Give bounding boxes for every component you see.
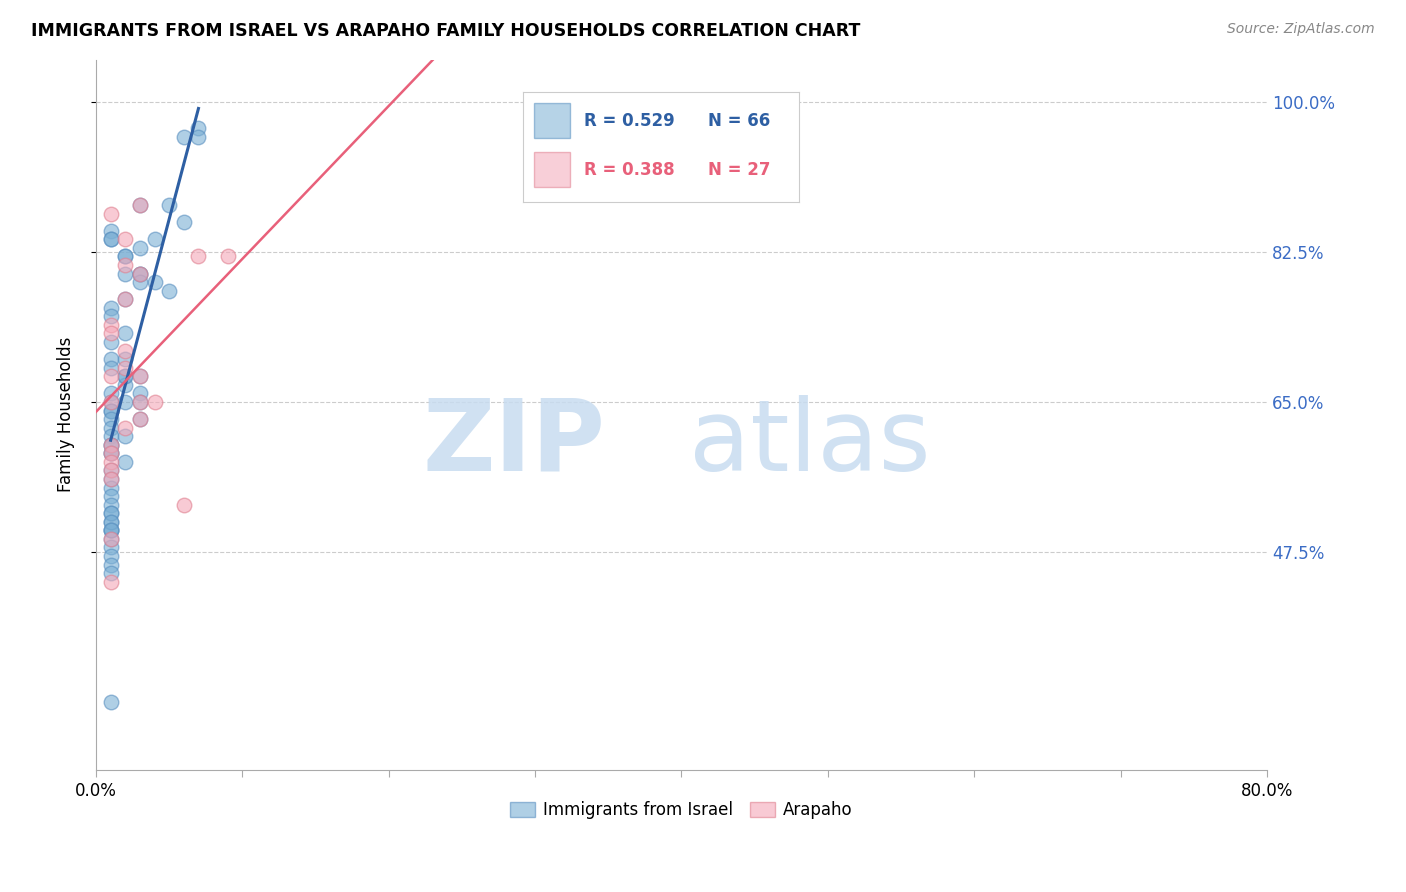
Point	[129, 369, 152, 384]
Point	[129, 198, 152, 212]
Point	[100, 541, 122, 555]
Point	[100, 574, 122, 589]
Point	[100, 506, 122, 520]
Point	[100, 694, 122, 708]
Point	[114, 292, 136, 306]
Point	[129, 275, 152, 289]
Point	[100, 395, 122, 409]
Point	[100, 386, 122, 401]
Point	[129, 241, 152, 255]
Point	[129, 267, 152, 281]
Point	[100, 207, 122, 221]
Point	[100, 481, 122, 495]
Point	[100, 360, 122, 375]
Point	[100, 326, 122, 341]
Point	[114, 267, 136, 281]
Point	[129, 412, 152, 426]
Point	[100, 463, 122, 477]
Point	[100, 395, 122, 409]
Point	[129, 395, 152, 409]
Point	[114, 343, 136, 358]
Point	[100, 446, 122, 460]
Point	[100, 334, 122, 349]
Point	[143, 275, 166, 289]
Point	[100, 438, 122, 452]
Point	[114, 258, 136, 272]
Point	[114, 250, 136, 264]
Point	[100, 472, 122, 486]
Legend: Immigrants from Israel, Arapaho: Immigrants from Israel, Arapaho	[503, 794, 859, 826]
Point	[100, 403, 122, 417]
Point	[129, 395, 152, 409]
Point	[100, 429, 122, 443]
Point	[143, 232, 166, 246]
Point	[100, 463, 122, 477]
Point	[100, 446, 122, 460]
Point	[100, 446, 122, 460]
Point	[100, 438, 122, 452]
Point	[100, 549, 122, 563]
Text: IMMIGRANTS FROM ISRAEL VS ARAPAHO FAMILY HOUSEHOLDS CORRELATION CHART: IMMIGRANTS FROM ISRAEL VS ARAPAHO FAMILY…	[31, 22, 860, 40]
Point	[100, 224, 122, 238]
Point	[114, 326, 136, 341]
Point	[100, 420, 122, 434]
Point	[143, 395, 166, 409]
Text: Source: ZipAtlas.com: Source: ZipAtlas.com	[1227, 22, 1375, 37]
Point	[100, 369, 122, 384]
Point	[100, 301, 122, 315]
Point	[114, 420, 136, 434]
Point	[100, 310, 122, 324]
Point	[173, 215, 195, 229]
Point	[129, 267, 152, 281]
Point	[100, 524, 122, 538]
Point	[114, 352, 136, 367]
Point	[100, 232, 122, 246]
Point	[173, 498, 195, 512]
Point	[114, 377, 136, 392]
Point	[100, 438, 122, 452]
Point	[100, 472, 122, 486]
Point	[114, 250, 136, 264]
Point	[129, 198, 152, 212]
Point	[100, 566, 122, 581]
Y-axis label: Family Households: Family Households	[58, 337, 75, 492]
Point	[100, 412, 122, 426]
Point	[129, 267, 152, 281]
Point	[100, 232, 122, 246]
Point	[129, 386, 152, 401]
Point	[129, 412, 152, 426]
Point	[173, 129, 195, 144]
Point	[187, 129, 209, 144]
Point	[217, 250, 239, 264]
Point	[114, 292, 136, 306]
Text: atlas: atlas	[689, 395, 931, 491]
Point	[187, 121, 209, 136]
Point	[100, 455, 122, 469]
Point	[114, 360, 136, 375]
Point	[187, 250, 209, 264]
Point	[157, 198, 180, 212]
Point	[100, 524, 122, 538]
Point	[100, 532, 122, 546]
Point	[100, 318, 122, 332]
Point	[100, 515, 122, 529]
Point	[114, 369, 136, 384]
Point	[129, 369, 152, 384]
Text: ZIP: ZIP	[422, 395, 606, 491]
Point	[157, 284, 180, 298]
Point	[114, 429, 136, 443]
Point	[100, 558, 122, 572]
Point	[100, 352, 122, 367]
Point	[114, 232, 136, 246]
Point	[114, 369, 136, 384]
Point	[100, 489, 122, 503]
Point	[100, 506, 122, 520]
Point	[114, 395, 136, 409]
Point	[100, 403, 122, 417]
Point	[100, 498, 122, 512]
Point	[100, 515, 122, 529]
Point	[114, 455, 136, 469]
Point	[100, 532, 122, 546]
Point	[100, 524, 122, 538]
